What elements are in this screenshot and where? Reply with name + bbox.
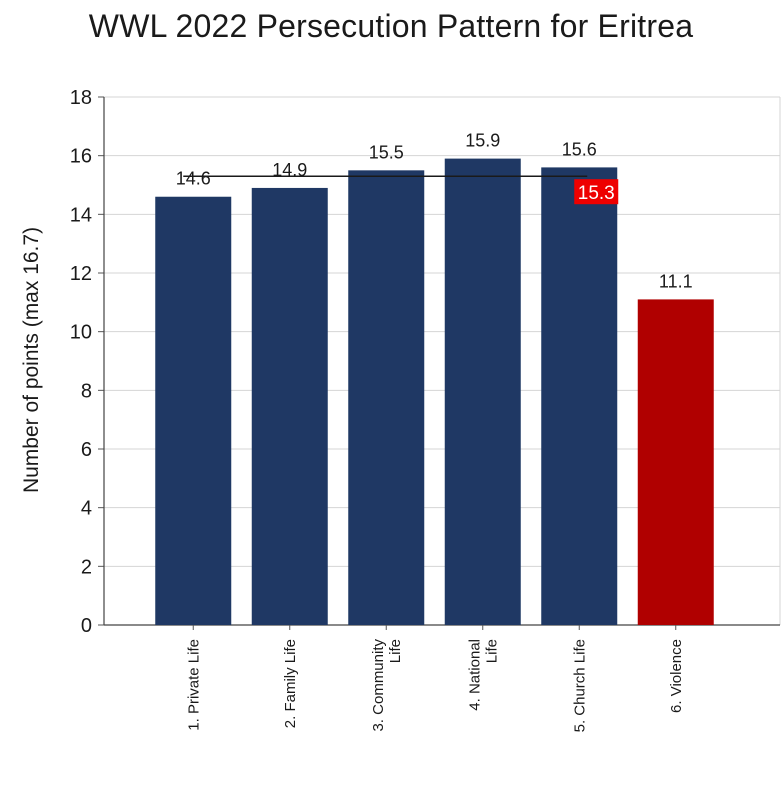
y-tick-label: 2 bbox=[81, 556, 92, 578]
bar-value-label: 14.6 bbox=[176, 169, 211, 189]
y-axis-title: Number of points (max 16.7) bbox=[20, 227, 43, 493]
bar-value-label: 15.9 bbox=[465, 131, 500, 151]
bar-value-label: 11.1 bbox=[659, 271, 693, 291]
bar bbox=[155, 196, 232, 625]
data-labels: 14.6 14.9 15.5 15.9 15.6 11.1 bbox=[176, 131, 693, 292]
bars bbox=[155, 158, 714, 626]
average-label-box bbox=[574, 179, 619, 205]
y-tick-label: 12 bbox=[70, 263, 92, 285]
category-label: 2. Family Life bbox=[282, 639, 299, 728]
y-tick-label: 8 bbox=[81, 380, 92, 402]
category-label: 5. Church Life bbox=[571, 639, 588, 732]
average-marker: 15.3 bbox=[183, 175, 619, 205]
bar bbox=[251, 187, 328, 625]
category-label: 1. Private Life bbox=[185, 639, 202, 731]
average-label: 15.3 bbox=[578, 183, 615, 204]
bar bbox=[637, 299, 714, 625]
chart-title: WWL 2022 Persecution Pattern for Eritrea bbox=[88, 8, 694, 44]
bar-value-label: 15.6 bbox=[562, 139, 597, 159]
y-tick-label: 6 bbox=[81, 439, 92, 461]
bar-value-label: 15.5 bbox=[369, 142, 404, 162]
y-tick-label: 14 bbox=[70, 204, 92, 226]
category-labels: 1. Private Life 2. Family Life 3. Communit… bbox=[185, 639, 685, 733]
y-tick-label: 18 bbox=[70, 87, 92, 109]
y-tick-label: 16 bbox=[70, 146, 92, 168]
category-label: 4. NationalLife bbox=[466, 639, 500, 711]
bar bbox=[348, 170, 425, 626]
bar bbox=[541, 167, 618, 625]
category-label: 3. CommunityLife bbox=[370, 639, 404, 732]
y-tick-label: 0 bbox=[81, 615, 92, 637]
y-tick-label: 10 bbox=[70, 322, 92, 344]
y-tick-label: 4 bbox=[81, 498, 92, 520]
category-label: 6. Violence bbox=[668, 639, 685, 713]
bar-value-label: 14.9 bbox=[272, 160, 307, 180]
bar bbox=[444, 158, 521, 625]
